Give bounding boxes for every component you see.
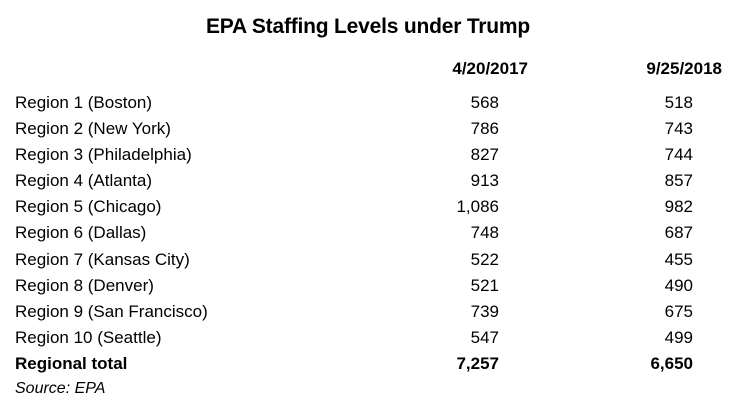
- row-value-2017: 827: [470, 145, 499, 165]
- row-value-2018: 455: [664, 249, 693, 269]
- table-row: Region 6 (Dallas) 748 687: [0, 220, 736, 246]
- row-label: Region 4 (Atlanta): [15, 171, 153, 191]
- row-value-2018: 499: [664, 327, 693, 347]
- table-row: Region 1 (Boston) 568 518: [0, 90, 736, 116]
- row-value-2018: 675: [664, 301, 693, 321]
- header-region-column-spacer: [0, 56, 340, 82]
- table-row: Region 7 (Kansas City) 522 455: [0, 247, 736, 273]
- row-value-2017: 568: [470, 93, 499, 112]
- row-label: Region 9 (San Francisco): [15, 301, 208, 321]
- row-value-2018: 490: [664, 275, 693, 295]
- total-row-label: Regional total: [15, 353, 128, 373]
- table-row: Region 10 (Seattle) 547 499: [0, 325, 736, 351]
- row-label: Region 1 (Boston): [15, 93, 153, 112]
- column-header-2018: 9/25/2018: [646, 59, 722, 78]
- table-row: Region 5 (Chicago) 1,086 982: [0, 194, 736, 220]
- table-header-row: 4/20/2017 9/25/2018: [0, 56, 736, 82]
- row-value-2017: 522: [470, 249, 499, 269]
- page-title: EPA Staffing Levels under Trump: [205, 15, 531, 38]
- table-row: Region 8 (Denver) 521 490: [0, 273, 736, 299]
- row-value-2017: 748: [470, 223, 499, 243]
- total-value-2017: 7,257: [456, 353, 499, 373]
- table-row: Region 9 (San Francisco) 739 675: [0, 299, 736, 325]
- row-label: Region 3 (Philadelphia): [15, 145, 192, 165]
- total-row: Regional total 7,257 6,650: [0, 351, 736, 377]
- row-label: Region 5 (Chicago): [15, 197, 162, 217]
- row-value-2017: 913: [470, 171, 499, 191]
- row-value-2018: 982: [664, 197, 693, 217]
- row-label: Region 2 (New York): [15, 119, 171, 139]
- table-row: Region 3 (Philadelphia) 827 744: [0, 142, 736, 168]
- row-value-2017: 521: [470, 275, 499, 295]
- row-value-2018: 857: [664, 171, 693, 191]
- table-row: Region 2 (New York) 786 743: [0, 116, 736, 142]
- row-label: Region 7 (Kansas City): [15, 249, 190, 269]
- row-label: Region 6 (Dallas): [15, 223, 147, 243]
- table-body: Region 1 (Boston) 568 518 Region 2 (New Yor…: [0, 90, 736, 351]
- row-value-2018: 518: [664, 93, 693, 112]
- row-value-2017: 547: [470, 327, 499, 347]
- source-note: Source: EPA: [15, 380, 106, 398]
- row-value-2017: 1,086: [456, 197, 499, 217]
- row-label: Region 8 (Denver): [15, 275, 154, 295]
- table-row: Region 4 (Atlanta) 913 857: [0, 168, 736, 194]
- row-value-2017: 786: [470, 119, 499, 139]
- row-label: Region 10 (Seattle): [15, 327, 162, 347]
- row-value-2017: 739: [470, 301, 499, 321]
- total-value-2018: 6,650: [650, 353, 693, 373]
- row-value-2018: 744: [664, 145, 693, 165]
- row-value-2018: 687: [664, 223, 693, 243]
- row-value-2018: 743: [664, 119, 693, 139]
- column-header-2017: 4/20/2017: [452, 59, 528, 78]
